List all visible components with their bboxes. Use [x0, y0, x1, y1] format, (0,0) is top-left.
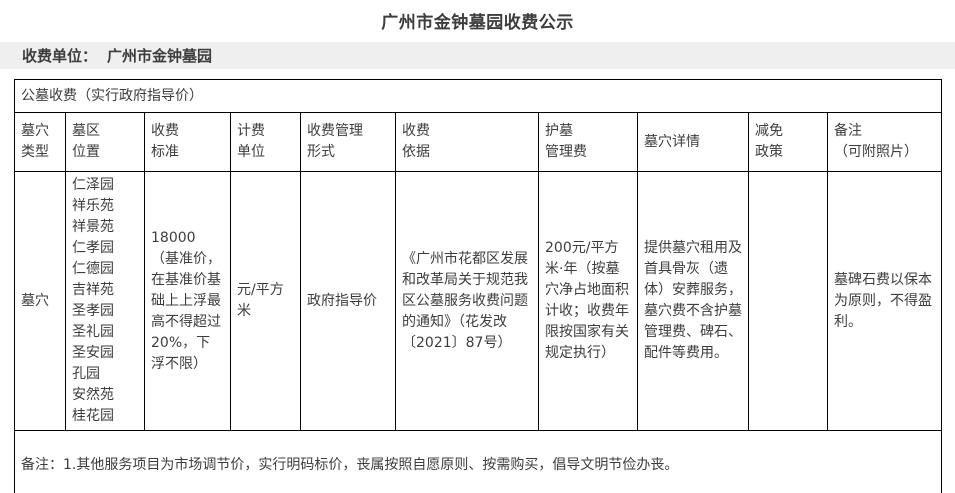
col-header-grave-details: 墓穴详情	[637, 112, 749, 172]
charge-unit-bar: 收费单位： 广州市金钟墓园	[0, 42, 955, 69]
table-row: 墓穴 仁泽园 祥乐苑 祥景苑 仁孝园 仁德园 吉祥苑 圣孝园 圣礼园 圣安园 孔…	[14, 171, 942, 431]
col-header-location: 墓区 位置	[65, 112, 145, 172]
col-header-charge-basis: 收费 依据	[395, 112, 539, 172]
section-header: 公墓收费（实行政府指导价）	[14, 79, 942, 113]
cell-charge-standard: 18000 （基准价，在基准价基础上上浮最高不得超过20%，下浮不限）	[144, 171, 231, 431]
col-header-reduction-policy: 减免 政策	[748, 112, 828, 172]
column-header-row: 墓穴 类型 墓区 位置 收费 标准 计费 单位 收费管理 形式 收费 依据 护墓…	[14, 112, 942, 172]
cell-maintenance-fee: 200元/平方米·年（按墓穴净占地面积计收；收费年限按国家有关规定执行）	[538, 171, 638, 431]
cell-management-form: 政府指导价	[300, 171, 396, 431]
col-header-management-form: 收费管理 形式	[300, 112, 396, 172]
cell-locations: 仁泽园 祥乐苑 祥景苑 仁孝园 仁德园 吉祥苑 圣孝园 圣礼园 圣安园 孔园 安…	[65, 171, 145, 431]
footnotes-cell: 备注：1.其他服务项目为市场调节价，实行明码标价，丧属按照自愿原则、按需购买，倡…	[14, 430, 942, 493]
footnotes-row: 备注：1.其他服务项目为市场调节价，实行明码标价，丧属按照自愿原则、按需购买，倡…	[14, 430, 942, 493]
col-header-grave-type: 墓穴 类型	[14, 112, 66, 172]
col-header-maintenance-fee: 护墓 管理费	[538, 112, 638, 172]
charge-unit-label: 收费单位：	[22, 47, 98, 65]
cell-grave-type: 墓穴	[14, 171, 66, 431]
section-header-row: 公墓收费（实行政府指导价）	[14, 79, 942, 113]
cell-charge-basis: 《广州市花都区发展和改革局关于规范我区公墓服务收费问题的通知》（花发改〔2021…	[395, 171, 539, 431]
col-header-charge-standard: 收费 标准	[144, 112, 231, 172]
col-header-remarks: 备注 （可附照片）	[827, 112, 942, 172]
col-header-charge-unit: 计费 单位	[230, 112, 301, 172]
cell-charge-unit: 元/平方米	[230, 171, 301, 431]
cell-remarks: 墓碑石费以保本为原则，不得盈利。	[827, 171, 942, 431]
page-title: 广州市金钟墓园收费公示	[381, 13, 574, 33]
fee-table: 公墓收费（实行政府指导价） 墓穴 类型 墓区 位置 收费 标准 计费 单位 收费…	[14, 79, 942, 493]
cell-reduction-policy	[748, 171, 828, 431]
footnote-line-1: 备注：1.其他服务项目为市场调节价，实行明码标价，丧属按照自愿原则、按需购买，倡…	[21, 457, 679, 473]
charge-unit-value: 广州市金钟墓园	[107, 47, 213, 65]
cell-grave-details: 提供墓穴租用及首具骨灰（遗体）安葬服务，墓穴费不含护墓管理费、碑石、配件等费用。	[637, 171, 749, 431]
